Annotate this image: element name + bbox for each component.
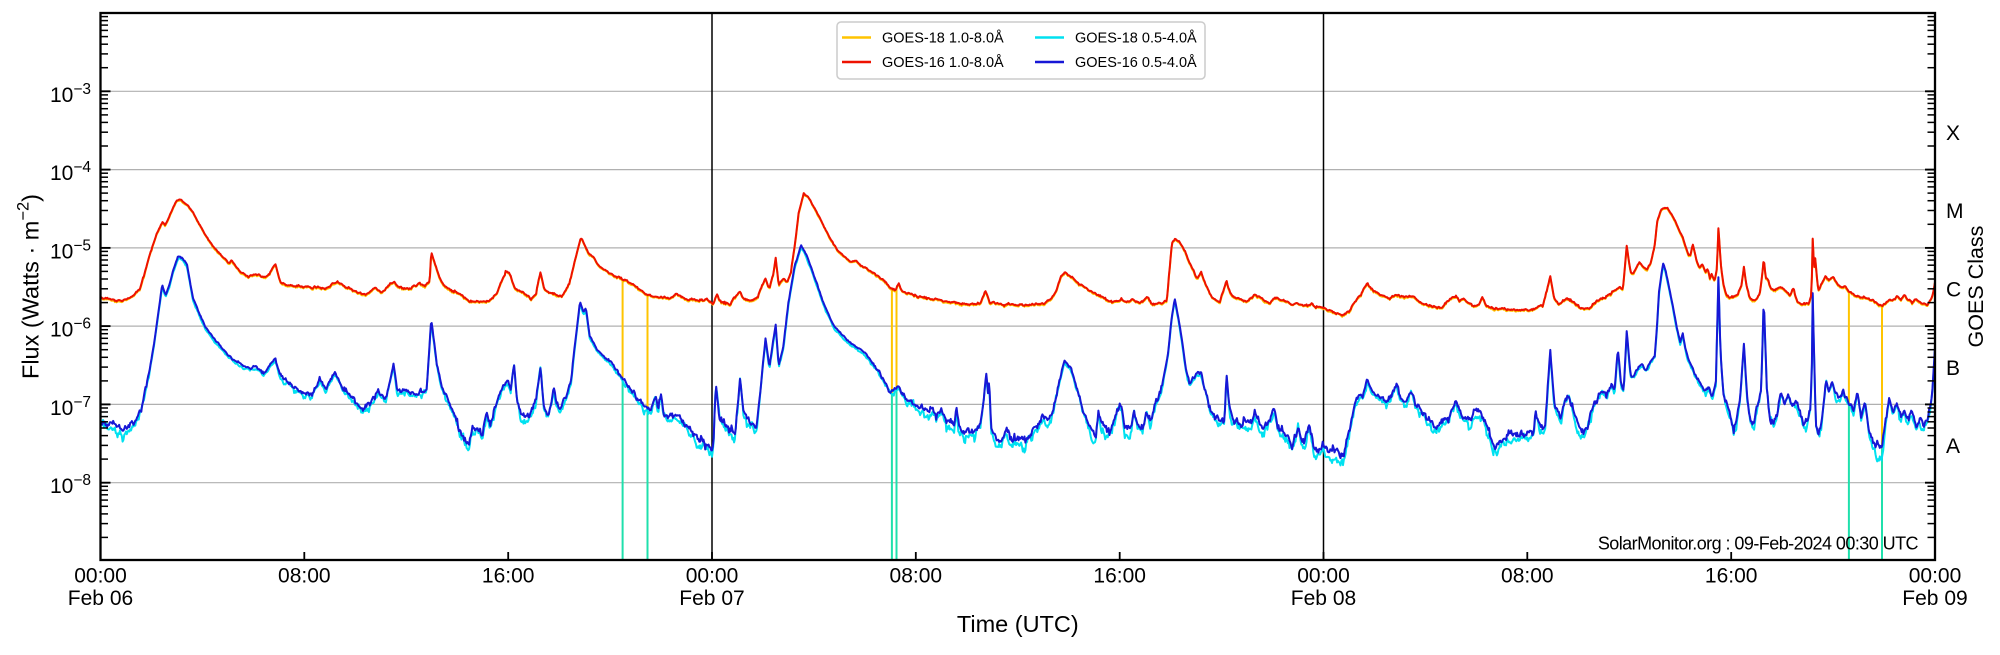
svg-text:Feb 09: Feb 09 <box>1902 587 1967 610</box>
svg-text:Feb 07: Feb 07 <box>679 587 744 610</box>
svg-text:B: B <box>1946 357 1960 380</box>
svg-text:GOES-18 1.0-8.0Å: GOES-18 1.0-8.0Å <box>882 30 1004 47</box>
svg-text:C: C <box>1946 279 1961 302</box>
svg-text:GOES-16 1.0-8.0Å: GOES-16 1.0-8.0Å <box>882 54 1004 71</box>
svg-text:X: X <box>1946 122 1960 145</box>
svg-text:16:00: 16:00 <box>1705 565 1758 588</box>
svg-text:Feb 06: Feb 06 <box>68 587 133 610</box>
svg-text:Flux (Watts · m−2): Flux (Watts · m−2) <box>15 194 44 379</box>
svg-text:08:00: 08:00 <box>1501 565 1554 588</box>
svg-text:GOES-18 0.5-4.0Å: GOES-18 0.5-4.0Å <box>1075 30 1197 47</box>
svg-text:00:00: 00:00 <box>1909 565 1962 588</box>
svg-text:16:00: 16:00 <box>1093 565 1146 588</box>
svg-text:16:00: 16:00 <box>482 565 535 588</box>
svg-text:M: M <box>1946 200 1964 223</box>
svg-text:SolarMonitor.org : 09-Feb-2024: SolarMonitor.org : 09-Feb-2024 00:30 UTC <box>1598 534 1919 554</box>
svg-text:A: A <box>1946 435 1960 458</box>
svg-text:GOES Class: GOES Class <box>1964 226 1988 348</box>
svg-text:00:00: 00:00 <box>74 565 127 588</box>
svg-text:Feb 08: Feb 08 <box>1291 587 1356 610</box>
svg-text:Time (UTC): Time (UTC) <box>957 611 1079 637</box>
svg-text:08:00: 08:00 <box>278 565 331 588</box>
svg-text:08:00: 08:00 <box>890 565 943 588</box>
svg-text:10−6: 10−6 <box>50 316 91 342</box>
svg-text:GOES-16 0.5-4.0Å: GOES-16 0.5-4.0Å <box>1075 54 1197 71</box>
svg-text:00:00: 00:00 <box>1297 565 1350 588</box>
svg-text:00:00: 00:00 <box>686 565 739 588</box>
